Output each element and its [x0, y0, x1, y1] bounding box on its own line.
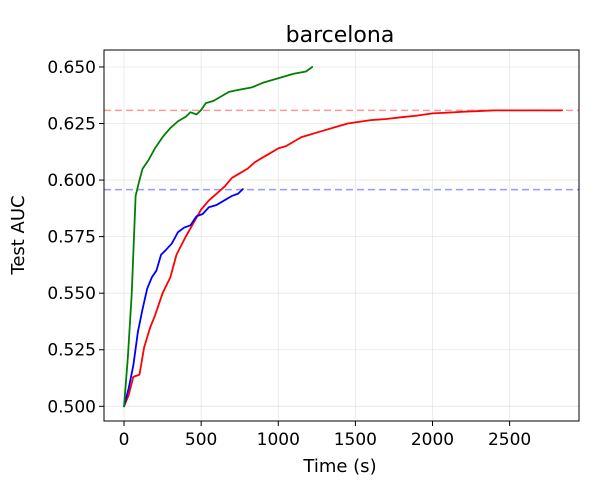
- y-tick-label: 0.625: [47, 115, 96, 135]
- series-line: [123, 188, 244, 408]
- y-axis-ticks: 0.500 0.525 0.550 0.575 0.600 0.625 0.650: [47, 58, 104, 417]
- x-axis-ticks: 0 500 1000 1500 2000 2500: [119, 421, 531, 450]
- reference-lines: [104, 109, 579, 191]
- x-axis-label: Time (s): [302, 456, 376, 477]
- plot-area-frame: [103, 49, 580, 422]
- series-line: [123, 109, 563, 408]
- series-line: [123, 66, 314, 408]
- x-tick-label: 0: [119, 430, 130, 450]
- y-tick-label: 0.550: [47, 284, 96, 304]
- y-axis-label: Test AUC: [8, 195, 29, 275]
- x-tick-label: 2000: [411, 430, 454, 450]
- x-tick-label: 2500: [488, 430, 531, 450]
- x-tick-label: 500: [185, 430, 217, 450]
- x-tick-label: 1500: [334, 430, 377, 450]
- x-tick-label: 1000: [257, 430, 300, 450]
- y-tick-label: 0.650: [47, 58, 96, 78]
- chart-title: barcelona: [286, 23, 395, 48]
- y-tick-label: 0.600: [47, 171, 96, 191]
- y-tick-label: 0.525: [47, 341, 96, 361]
- y-tick-label: 0.575: [47, 228, 96, 248]
- series-lines: [123, 66, 563, 408]
- y-tick-label: 0.500: [47, 397, 96, 417]
- grid: [104, 50, 579, 421]
